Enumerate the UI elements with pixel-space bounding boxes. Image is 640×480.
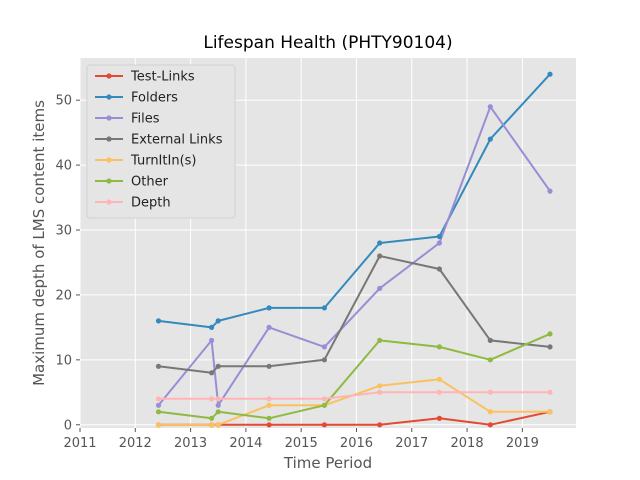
data-point-files (547, 188, 553, 194)
data-point-turnitin-s (266, 402, 272, 408)
legend-box (86, 64, 236, 219)
data-point-external-links (377, 253, 383, 259)
x-tick-label: 2014 (229, 436, 262, 451)
data-point-turnitin-s (215, 422, 221, 428)
data-point-other (209, 415, 215, 421)
data-point-depth (266, 396, 272, 402)
legend-label-folders: Folders (131, 91, 178, 106)
data-point-depth (547, 389, 553, 395)
x-tick-label: 2013 (174, 436, 207, 451)
legend-marker-files (106, 115, 112, 121)
data-point-folders (266, 305, 272, 311)
data-point-depth (487, 389, 493, 395)
y-tick-label: 10 (55, 353, 72, 368)
chart-title: Lifespan Health (PHTY90104) (203, 33, 452, 53)
data-point-test-links (321, 422, 327, 428)
y-tick-label: 20 (55, 288, 72, 303)
data-point-folders (215, 318, 221, 324)
data-point-files (266, 324, 272, 330)
data-point-other (547, 331, 553, 337)
data-point-external-links (547, 344, 553, 350)
data-point-files (487, 104, 493, 110)
legend: Test-Links Folders Files External Links Turn… (86, 64, 236, 219)
legend-marker-folders (106, 94, 112, 100)
data-point-test-links (266, 422, 272, 428)
data-point-folders (209, 324, 215, 330)
data-point-turnitin-s (547, 409, 553, 415)
data-point-depth (215, 396, 221, 402)
x-axis-label: Time Period (283, 454, 372, 472)
data-point-turnitin-s (155, 422, 162, 428)
data-point-external-links (155, 363, 162, 369)
data-point-folders (155, 318, 162, 324)
data-point-files (436, 240, 442, 246)
x-tick-label: 2018 (451, 436, 484, 451)
data-point-other (266, 415, 272, 421)
data-point-files (377, 285, 383, 291)
legend-label-turnitin-s: TurnItIn(s) (130, 154, 196, 169)
y-axis-label: Maximum depth of LMS content items (30, 100, 48, 386)
data-point-other (155, 409, 162, 415)
x-tick-label: 2012 (119, 436, 152, 451)
data-point-files (155, 402, 162, 408)
legend-marker-test-links (106, 73, 112, 79)
legend-label-files: Files (131, 112, 160, 127)
y-tick-label: 50 (55, 94, 72, 109)
y-tick-label: 0 (64, 418, 72, 433)
data-point-turnitin-s (436, 376, 442, 382)
y-tick-label: 30 (55, 224, 72, 239)
data-point-other (321, 402, 327, 408)
data-point-folders (377, 240, 383, 246)
x-tick-label: 2019 (506, 436, 539, 451)
data-point-turnitin-s (377, 383, 383, 389)
x-tick-label: 2015 (285, 436, 318, 451)
legend-marker-depth (106, 199, 112, 205)
data-point-files (209, 337, 215, 343)
y-tick-label: 40 (55, 159, 72, 174)
legend-label-test-links: Test-Links (130, 70, 195, 85)
data-point-folders (321, 305, 327, 311)
data-point-folders (436, 233, 442, 240)
legend-label-other: Other (131, 175, 169, 190)
data-point-folders (487, 136, 493, 142)
x-axis-ticks: 2011 2012 2013 2014 2015 2016 2017 2018 2019 (63, 428, 539, 451)
data-point-external-links (209, 370, 215, 376)
data-point-depth (321, 396, 327, 402)
data-point-files (215, 402, 221, 408)
data-point-turnitin-s (209, 422, 215, 428)
data-point-other (215, 409, 221, 415)
data-point-test-links (377, 422, 383, 428)
data-point-external-links (487, 337, 493, 343)
legend-marker-other (106, 178, 112, 184)
legend-label-external-links: External Links (131, 133, 223, 148)
data-point-external-links (215, 363, 221, 369)
legend-marker-turnitin-s (106, 157, 112, 163)
data-point-external-links (321, 357, 327, 363)
x-tick-label: 2017 (395, 436, 428, 451)
data-point-files (321, 344, 327, 350)
x-tick-label: 2011 (63, 436, 96, 451)
legend-label-depth: Depth (131, 196, 171, 211)
data-point-turnitin-s (487, 409, 493, 415)
data-point-other (436, 344, 442, 350)
data-point-depth (377, 389, 383, 395)
data-point-folders (547, 71, 553, 77)
data-point-test-links (487, 422, 493, 428)
data-point-depth (436, 389, 442, 395)
data-point-external-links (266, 363, 272, 369)
data-point-other (377, 337, 383, 343)
legend-marker-external-links (106, 136, 112, 142)
y-axis-ticks: 0 10 20 30 40 50 (55, 94, 80, 433)
series-points (155, 71, 553, 428)
data-point-external-links (436, 266, 442, 272)
data-point-depth (155, 396, 162, 402)
data-point-other (487, 357, 493, 363)
x-tick-label: 2016 (340, 436, 373, 451)
data-point-test-links (436, 415, 442, 421)
data-point-depth (209, 396, 215, 402)
